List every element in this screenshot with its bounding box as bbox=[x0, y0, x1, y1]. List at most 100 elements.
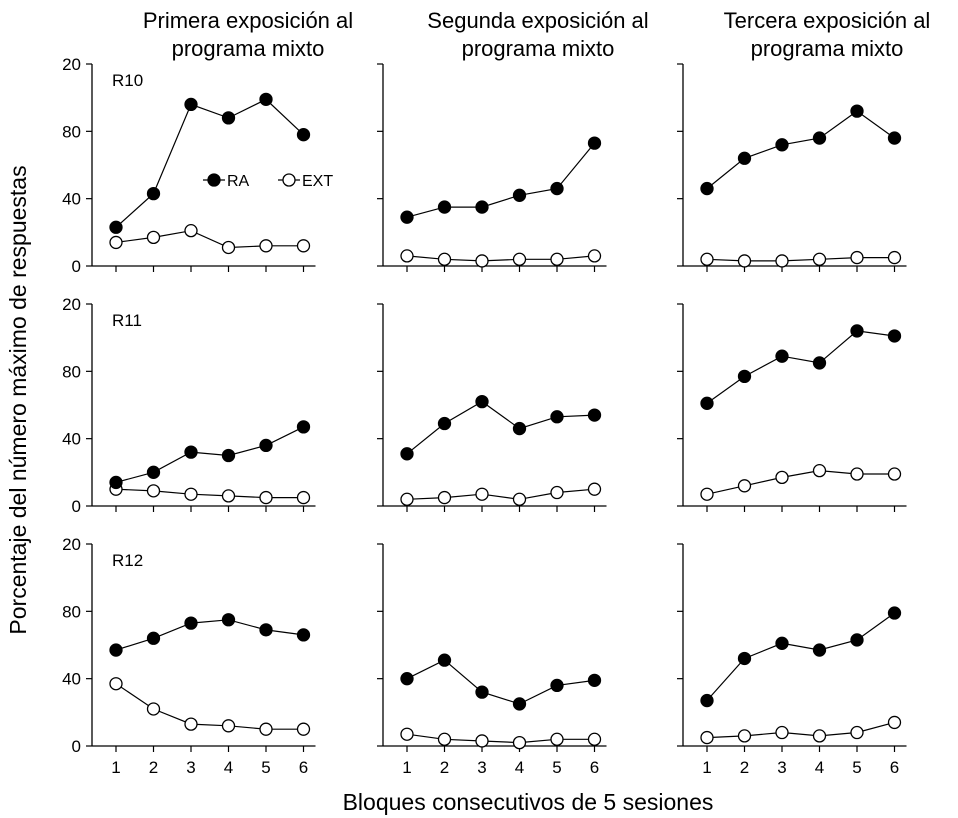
panel-r3-c3-series-ra-point bbox=[887, 606, 902, 620]
panel-r3-c1-y-tick-label: 80 bbox=[62, 602, 81, 621]
panel-r3-c2-series-ra-point bbox=[400, 672, 414, 686]
panel-r1-c1-series-ext-line bbox=[115, 230, 304, 249]
panel-r3-c2-x-tick-label: 6 bbox=[590, 758, 599, 777]
panel-r3-c3-series-ext-point bbox=[887, 715, 902, 730]
panel-r1-c3-series-ext-point bbox=[887, 250, 902, 265]
panel-r3-c2-series-ext-point bbox=[475, 734, 489, 748]
panel-r2-c2-series-ext bbox=[400, 482, 602, 506]
panel-r1-c2-series-ext-point bbox=[437, 252, 452, 266]
panel-r3-c1-x-tick-label: 6 bbox=[299, 758, 308, 777]
panel-r2-c3-series-ext-point bbox=[737, 479, 752, 493]
panel-r1-c2-series-ra-line bbox=[406, 142, 595, 218]
panel-r2-c1-y-tick-label: 40 bbox=[62, 430, 81, 449]
panel-r3-c1-series-ext-point bbox=[109, 677, 123, 691]
panel-r2-c3-series-ra-point bbox=[850, 324, 864, 338]
panel-r2-c1: 0 40 80 20 R11 bbox=[62, 295, 316, 516]
panel-r3-c1-x-tick-label: 4 bbox=[224, 758, 233, 777]
panel-r1-c3-series-ext bbox=[700, 250, 902, 268]
panel-r2-c2 bbox=[377, 303, 607, 512]
panel-r3-c3-series-ra bbox=[700, 606, 902, 708]
panel-r2-c1-series-ra-point bbox=[296, 420, 311, 434]
panel-r3-c3-series-ra-point bbox=[775, 636, 789, 650]
panel-r3-c3-series-ext-point bbox=[812, 729, 827, 743]
panel-r2-c3-series-ra-point bbox=[737, 369, 752, 384]
panel-r1-c1-series-ext-point bbox=[109, 235, 123, 250]
panel-r3-c2-series-ext-point bbox=[400, 727, 414, 741]
panel-r1-c2-series-ext-point bbox=[512, 252, 527, 266]
panel-r2-c1-y-tick-label: 0 bbox=[72, 497, 81, 516]
panel-r2-c3-series-ext bbox=[700, 463, 902, 501]
panel-r3-c2-series-ext bbox=[400, 727, 602, 750]
panel-r1-c3-series-ra-point bbox=[887, 131, 902, 145]
panel-r1-c1-series-ext-point bbox=[259, 239, 273, 253]
panel-r2-c1-series-ext-point bbox=[259, 490, 273, 505]
panel-r1-c2-series-ext bbox=[400, 249, 602, 268]
panel-r1-c3 bbox=[677, 63, 907, 272]
panel-r2-c1-y-tick-label: 20 bbox=[62, 295, 81, 314]
panel-r3-c1-series-ext-point bbox=[221, 719, 236, 733]
panel-r1-c2-series-ra-point bbox=[550, 181, 564, 196]
panel-r2-c2-series-ra-point bbox=[550, 410, 564, 424]
panel-r3-c3-series-ext-line bbox=[706, 721, 895, 739]
panel-r1-c1-series-ext bbox=[109, 223, 311, 255]
panel-r1-c1-series-ra-line bbox=[115, 98, 304, 228]
panel-r3-c2-x-tick-label: 4 bbox=[515, 758, 524, 777]
panel-r1-c1-series-ra-point bbox=[146, 186, 161, 201]
panel-r2-c3-series-ext-line bbox=[706, 469, 895, 495]
panel-r3-c1-series-ext-point bbox=[184, 717, 198, 731]
panel-r3-c2-series-ext-point bbox=[587, 732, 602, 746]
panel-r2-c1-series-ra-point bbox=[259, 438, 273, 453]
panel-r1-c1-series-ext-point bbox=[296, 239, 311, 253]
panel-r3-c2-series-ra-line bbox=[406, 659, 595, 705]
panel-r2-c2-series-ext-point bbox=[587, 482, 602, 496]
panel-r3-c3-series-ra-line bbox=[706, 612, 895, 701]
panel-r2-c3-series-ra-point bbox=[700, 396, 714, 410]
panel-r1-c3-series-ext-point bbox=[850, 250, 864, 265]
panel-r3-c1-x-tick-label: 2 bbox=[149, 758, 158, 777]
panel-r2-c3 bbox=[677, 303, 907, 512]
panels: 0 40 80 20 R10 0 40 80 20 R11 0 40 80 20 1 2 3 4 5 6 R12 1 2 3 4… bbox=[62, 55, 907, 777]
panel-r2-c1-y-tick-label: 80 bbox=[62, 362, 81, 381]
panel-r1-c3-series-ext-point bbox=[700, 252, 714, 266]
panel-r1-c1-y-tick-label: 20 bbox=[62, 55, 81, 74]
panel-r3-c3-series-ext-point bbox=[700, 730, 714, 745]
panel-r1-c1-series-ra bbox=[109, 92, 311, 234]
panel-r1-c3-series-ra-point bbox=[737, 151, 752, 165]
panel-r3-c2-series-ext-line bbox=[406, 733, 595, 744]
column-title-3-line-1: Tercera exposición al bbox=[724, 8, 931, 33]
panel-r2-c2-series-ext-point bbox=[550, 485, 564, 500]
panel-r3-c1-x-tick-label: 1 bbox=[111, 758, 120, 777]
panel-r3-c1: 0 40 80 20 1 2 3 4 5 6 R12 bbox=[62, 535, 316, 777]
panel-r1-c2-series-ra-point bbox=[475, 200, 489, 214]
panel-r2-c3-series-ext-point bbox=[887, 467, 902, 481]
panel-r1-c1-y-tick-label: 80 bbox=[62, 122, 81, 141]
panel-r3-c2-series-ext-point bbox=[550, 732, 564, 746]
panel-r2-c2-series-ext-point bbox=[437, 490, 452, 505]
panel-r3-c3: 1 2 3 4 5 6 bbox=[677, 543, 907, 777]
column-title-1-line-1: Primera exposición al bbox=[143, 8, 353, 33]
panel-r3-c1-series-ext-point bbox=[146, 702, 161, 716]
y-axis-title: Porcentaje del número máximo de respuest… bbox=[5, 165, 31, 634]
panel-r3-c1-series-ra-point bbox=[296, 628, 311, 642]
column-title-2-line-2: programa mixto bbox=[462, 36, 615, 61]
panel-r3-c1-series-ext-point bbox=[259, 722, 273, 736]
panel-r3-c2-series-ra-point bbox=[550, 678, 564, 693]
panel-r3-c2-series-ra-point bbox=[512, 697, 527, 711]
panel-r1-c1-y-tick-label: 0 bbox=[72, 257, 81, 276]
panel-r3-c2-series-ext-point bbox=[512, 735, 527, 750]
panel-r2-c2-series-ra-line bbox=[406, 400, 595, 455]
panel-r3-c1-series-ra-point bbox=[259, 623, 273, 637]
x-axis-title: Bloques consecutivos de 5 sesiones bbox=[343, 789, 714, 815]
panel-r3-c3-x-tick-label: 3 bbox=[777, 758, 786, 777]
panel-r2-c1-subject-label: R11 bbox=[112, 311, 142, 330]
panel-r3-c1-subject-label: R12 bbox=[112, 551, 143, 570]
panel-r2-c2-series-ra bbox=[400, 394, 602, 461]
panel-r3-c2: 1 2 3 4 5 6 bbox=[377, 543, 607, 777]
panel-r3-c3-x-tick-label: 6 bbox=[890, 758, 899, 777]
panel-r3-c1-series-ra-point bbox=[221, 613, 236, 627]
panel-r1-c2-series-ra bbox=[400, 136, 602, 224]
panel-r3-c3-series-ra-point bbox=[850, 633, 864, 647]
panel-r2-c3-series-ra-line bbox=[706, 330, 895, 404]
panel-r3-c1-y-tick-label: 20 bbox=[62, 535, 81, 554]
